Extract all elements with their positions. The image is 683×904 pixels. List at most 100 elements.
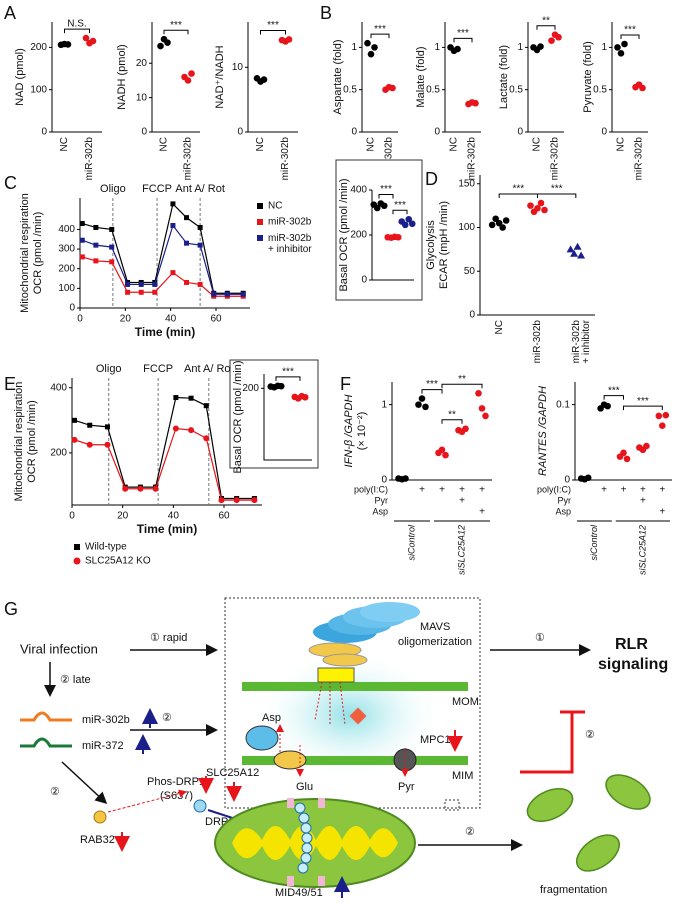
event-label: Ant A/ Rot	[175, 183, 225, 195]
data-point	[394, 233, 402, 241]
arrow	[61, 761, 108, 805]
significance-label: ***	[457, 28, 469, 39]
y-tick-label: 1	[381, 399, 387, 410]
significance-bracket	[603, 395, 624, 400]
data-point	[79, 221, 85, 227]
data-point	[170, 201, 176, 207]
data-point	[472, 99, 479, 107]
y-axis-label: (× 10⁻²)	[356, 412, 368, 451]
data-point	[109, 226, 115, 232]
data-point	[389, 84, 396, 92]
data-point	[534, 204, 541, 212]
significance-bracket	[421, 389, 443, 394]
y-tick-label: 10	[232, 62, 244, 73]
data-point	[364, 39, 371, 47]
data-point	[64, 41, 72, 48]
data-point	[442, 451, 449, 459]
data-point	[462, 425, 469, 433]
y-tick-label: 0	[434, 127, 440, 138]
data-point	[137, 485, 144, 492]
row-mark: +	[459, 496, 465, 507]
data-point	[71, 436, 78, 443]
data-point	[537, 43, 544, 50]
node-label: signaling	[598, 656, 668, 673]
data-point	[164, 39, 171, 46]
slc25a12-icon	[245, 725, 279, 751]
y-tick-label: 1	[517, 42, 523, 53]
data-point	[197, 281, 203, 287]
y-axis-label: Basal OCR (pmol /min)	[232, 360, 244, 473]
data-point	[570, 249, 579, 257]
data-point	[285, 36, 293, 43]
fragments	[526, 774, 651, 872]
y-tick-label: 400	[58, 224, 75, 235]
y-tick-label: 100	[458, 222, 475, 233]
significance-bracket	[370, 33, 390, 39]
significance-bracket	[453, 37, 473, 43]
significance-label: ***	[394, 200, 406, 211]
x-tick-label: miR-302b	[384, 137, 395, 181]
y-tick-label: 0	[517, 127, 523, 138]
node-label: Glu	[296, 781, 313, 793]
series-line	[82, 256, 244, 297]
data-point	[454, 45, 461, 53]
significance-label: ***	[551, 184, 563, 195]
data-point	[617, 50, 625, 57]
y-tick-label: 200	[30, 42, 47, 53]
mirna-icon	[20, 737, 72, 748]
x-tick-label: miR-302b+ inhibitor	[570, 319, 591, 363]
data-point	[138, 281, 144, 287]
data-point	[401, 221, 409, 229]
y-axis-label: Malate (fold)	[415, 46, 427, 107]
data-point	[301, 393, 309, 401]
y-tick-label: 1	[601, 42, 607, 53]
significance-label: ***	[426, 379, 438, 390]
y-axis-label: Pyruvate (fold)	[582, 41, 594, 113]
y-tick-label: 0.5	[593, 84, 607, 95]
text-line: miR-302b	[268, 233, 312, 244]
node-label: MID49/51	[275, 887, 323, 899]
panel-label: G	[4, 599, 18, 619]
significance-bracket	[537, 193, 577, 198]
data-point	[197, 224, 203, 230]
y-tick-label: 400	[350, 185, 367, 196]
data-point	[662, 411, 670, 419]
x-tick-label: NC	[59, 137, 70, 151]
x-tick-label: NC	[494, 320, 505, 334]
y-axis-label: Lactate (fold)	[498, 45, 510, 109]
data-point	[93, 258, 99, 264]
panel-label: D	[425, 169, 438, 189]
data-point	[152, 485, 159, 492]
data-point	[488, 221, 496, 229]
data-point	[371, 44, 378, 51]
legend-label: NC	[268, 201, 282, 212]
significance-label: ***	[624, 25, 636, 36]
row-mark: +	[659, 507, 665, 518]
data-point	[152, 289, 158, 295]
inset-box	[229, 359, 319, 469]
x-tick-label: NC	[255, 137, 266, 151]
data-point	[104, 424, 110, 430]
data-point	[422, 403, 429, 411]
y-axis-label: NADH (pmol)	[116, 44, 128, 109]
row-mark: +	[640, 485, 646, 496]
data-point	[623, 455, 631, 463]
legend-label: miR-302b	[268, 217, 312, 228]
mirna-icon	[20, 711, 72, 722]
node-label: (S637)	[160, 790, 193, 802]
node-label: RAB32	[80, 834, 115, 846]
mitochondrion	[214, 798, 416, 888]
row-label: Asp	[555, 506, 571, 516]
y-tick-label: 1	[434, 42, 440, 53]
node-label: SLC25A12	[206, 767, 259, 779]
x-tick-label: 0	[69, 511, 75, 522]
y-tick-label: 300	[58, 244, 75, 255]
x-tick-label: 0	[77, 314, 83, 325]
significance-bracket	[441, 419, 463, 424]
data-point	[621, 40, 628, 48]
data-point	[82, 34, 90, 42]
legend-label: SLC25A12 KO	[85, 556, 151, 567]
text-line: + inhibitor	[268, 244, 312, 255]
significance-label: ***	[267, 20, 279, 31]
